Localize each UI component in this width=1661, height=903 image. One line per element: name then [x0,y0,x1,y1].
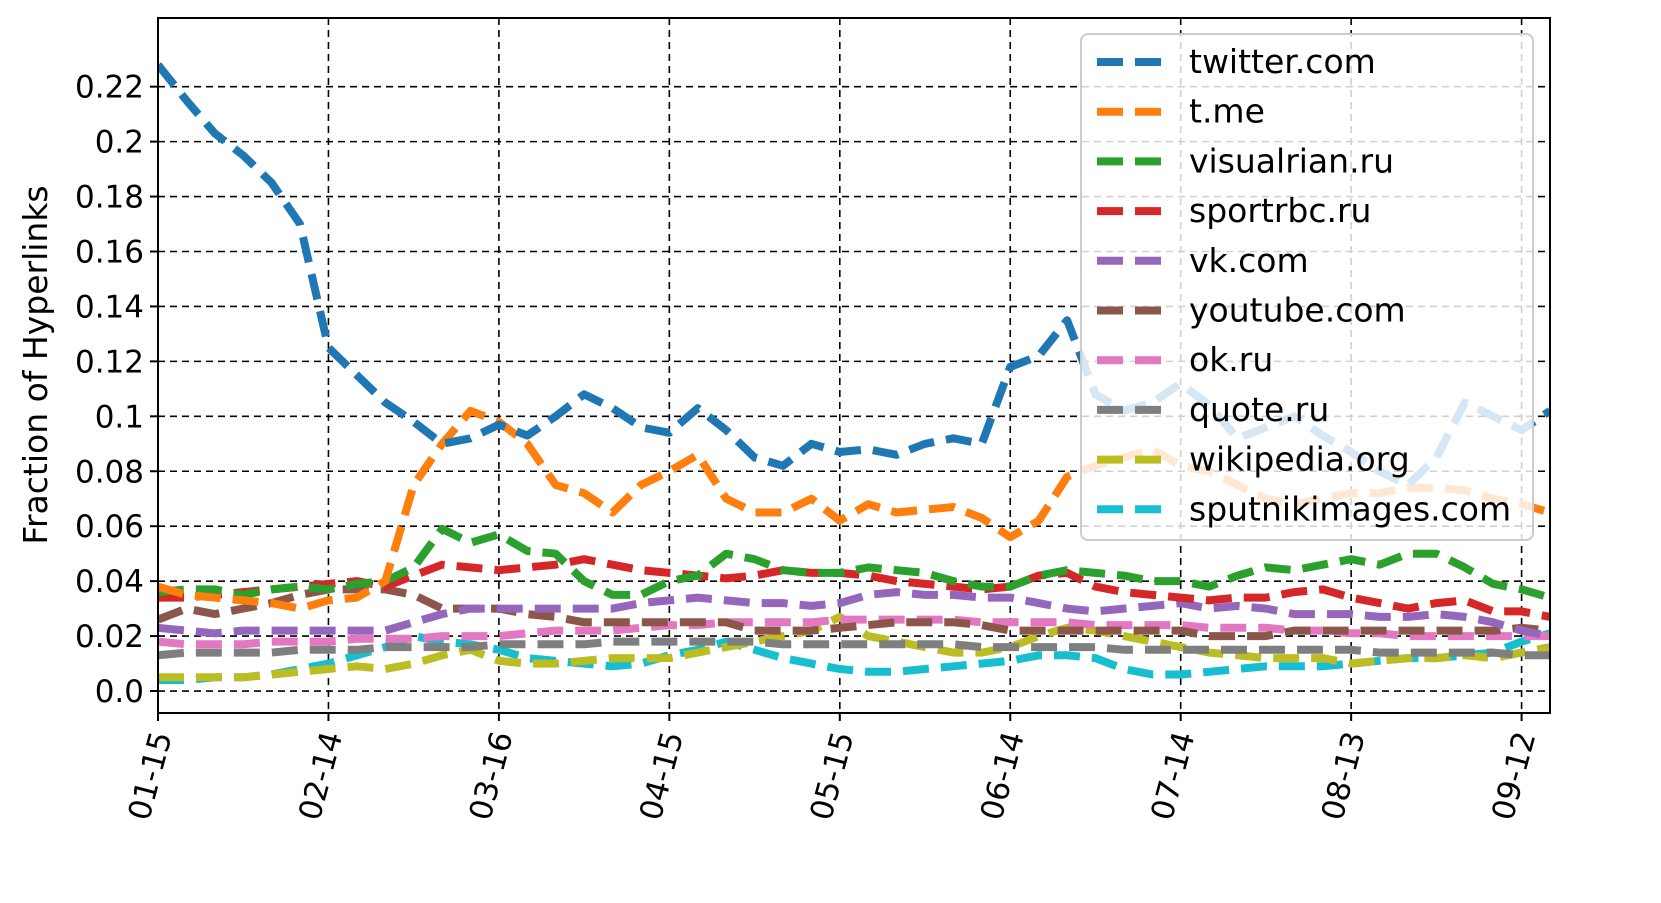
legend-box [1080,33,1534,541]
y-tick-label: 0.02 [75,619,144,655]
legend-label: sputnikimages.com [1189,489,1511,528]
legend-label: twitter.com [1189,42,1376,81]
x-tick-label: 07-14 [1144,728,1202,824]
series-line-ok-ru [158,615,1550,649]
legend-label: quote.ru [1189,390,1329,429]
x-tick-label: 06-14 [974,728,1032,824]
series-line-sportrbc-ru [158,555,1550,621]
series-line-quote-ru [158,637,1550,660]
x-tick-label: 03-16 [463,728,521,824]
x-tick-label: 05-15 [803,728,861,824]
y-tick-label: 0.06 [75,509,144,545]
legend: twitter.com t.me visualrian.ru sportrbc.ru v… [1080,33,1534,541]
legend-label: wikipedia.org [1189,440,1410,479]
x-tick-label: 04-15 [633,728,691,824]
series-line-youtube-com [158,585,1550,641]
legend-label: youtube.com [1189,291,1406,330]
legend-label: t.me [1189,92,1265,131]
y-tick-label: 0.0 [95,674,144,710]
legend-label: visualrian.ru [1189,141,1394,180]
x-tick-label: 09-12 [1485,728,1543,824]
axis-ticks: 01-15 02-14 03-16 04-15 05-15 06-14 07-14 08-13… [75,70,1543,824]
legend-label: vk.com [1189,241,1309,280]
x-tick-label: 01-15 [122,728,180,824]
y-tick-label: 0.04 [75,564,144,600]
plot-frame [157,17,1551,714]
series-line-vk-com [158,588,1550,641]
y-tick-label: 0.18 [75,180,144,216]
y-axis-label: Fraction of Hyperlinks [16,185,55,544]
series-line-wikipedia-org [158,612,1550,682]
x-tick-label: 02-14 [292,728,350,824]
y-tick-label: 0.1 [95,399,144,435]
y-tick-label: 0.08 [75,454,144,490]
y-tick-label: 0.22 [75,70,144,106]
x-tick-label: 08-13 [1315,728,1373,824]
legend-label: ok.ru [1189,340,1273,379]
legend-label: sportrbc.ru [1189,191,1371,230]
y-tick-label: 0.12 [75,344,144,380]
y-tick-label: 0.2 [95,125,144,161]
y-tick-label: 0.14 [75,289,144,325]
y-tick-label: 0.16 [75,234,144,270]
